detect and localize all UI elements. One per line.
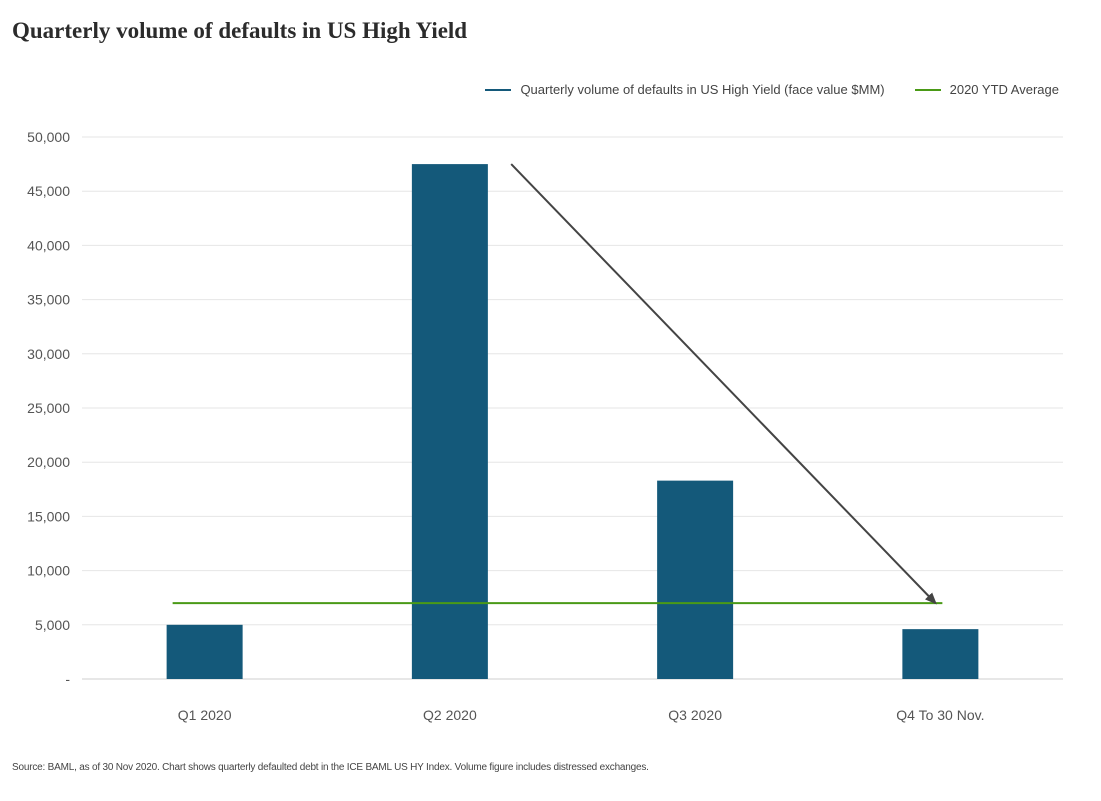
y-tick-label: - [65,671,70,687]
legend-label-average: 2020 YTD Average [949,82,1059,97]
y-tick-label: 15,000 [27,508,70,524]
y-tick-label: 50,000 [27,129,70,145]
annotation-layer [510,163,937,605]
x-tick-label: Q1 2020 [178,707,232,723]
source-note: Source: BAML, as of 30 Nov 2020. Chart s… [12,762,649,773]
x-tick-label: Q4 To 30 Nov. [896,707,984,723]
y-tick-label: 25,000 [27,400,70,416]
gridlines [82,136,1063,680]
chart-legend: Quarterly volume of defaults in US High … [455,82,1059,97]
y-tick-label: 10,000 [27,563,70,579]
x-tick-label: Q2 2020 [423,707,477,723]
bar [411,164,488,680]
y-tick-label: 20,000 [27,454,70,470]
y-tick-label: 35,000 [27,292,70,308]
bars [166,164,979,680]
trend-arrow [510,163,937,605]
legend-swatch-average [914,88,941,91]
legend-label-defaults: Quarterly volume of defaults in US High … [520,82,885,97]
y-tick-label: 30,000 [27,346,70,362]
x-tick-label: Q3 2020 [668,707,722,723]
x-axis-ticks: Q1 2020 Q2 2020 Q3 2020 Q4 To 30 Nov. [178,707,985,723]
y-tick-label: 45,000 [27,183,70,199]
bar [902,629,979,679]
y-axis-ticks: - 5,000 10,000 15,000 20,000 25,000 30,000 35,0… [27,129,70,687]
bar [657,480,734,679]
y-tick-label: 40,000 [27,237,70,253]
bar [166,624,243,679]
y-tick-label: 5,000 [35,617,70,633]
legend-swatch-defaults [485,88,512,91]
legend-item-average: 2020 YTD Average [914,82,1059,97]
chart-title: Quarterly volume of defaults in US High … [12,18,468,43]
legend-item-defaults: Quarterly volume of defaults in US High … [485,82,885,97]
